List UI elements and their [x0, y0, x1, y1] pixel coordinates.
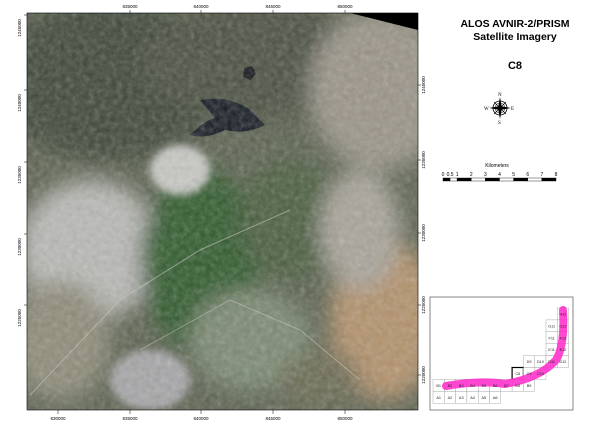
- scale-segment: [456, 177, 472, 182]
- scale-segment: [527, 177, 543, 182]
- right-tick-label: 1240000: [421, 76, 426, 94]
- index-cell-label: D12: [559, 360, 566, 364]
- index-cell-label: A5: [482, 396, 487, 400]
- bottom-tick-label: 845000: [265, 416, 281, 421]
- scale-segment: [499, 177, 514, 182]
- index-cell-label: C10: [537, 372, 544, 376]
- scale-segment: [541, 177, 557, 182]
- scale-segment: [485, 177, 500, 182]
- left-tick-label: 1245000: [17, 19, 22, 37]
- right-tick-label: 1220000: [421, 366, 426, 384]
- bottom-tick-label: 830000: [50, 416, 66, 421]
- index-cell-label: A4: [470, 396, 475, 400]
- index-cell-label: F12: [560, 336, 567, 340]
- index-cell-label: F11: [549, 336, 555, 340]
- index-cell-label: G11: [548, 324, 555, 328]
- index-cell-A6: [489, 391, 502, 404]
- index-cell-label: B8: [515, 384, 520, 388]
- bottom-tick-label: 850000: [337, 416, 353, 421]
- index-cell-label: A2: [448, 396, 453, 400]
- index-cell-label: B6: [493, 384, 498, 388]
- bottom-tick-label: 840000: [193, 416, 209, 421]
- index-cell-label: A3: [459, 396, 464, 400]
- index-cell-label: C8: [515, 372, 520, 376]
- map-title: ALOS AVNIR-2/PRISM: [460, 18, 570, 30]
- left-tick-label: 1240000: [17, 94, 22, 112]
- scale-label: 4: [498, 172, 501, 178]
- index-cell-label: B4: [470, 384, 475, 388]
- index-cell-label: D11: [548, 360, 555, 364]
- scale-label: 1: [456, 172, 459, 178]
- scale-segment: [513, 177, 528, 182]
- bottom-tick-label: 835000: [122, 416, 138, 421]
- scale-label: 0: [442, 172, 445, 178]
- index-cell-label: E11: [548, 348, 554, 352]
- index-cell-label: C9: [527, 372, 532, 376]
- compass-e: E: [511, 107, 514, 112]
- index-cell-label: B5: [482, 384, 487, 388]
- right-tick-label: 1230000: [421, 224, 426, 242]
- scale-label: 2: [470, 172, 473, 178]
- index-cell-label: D10: [537, 360, 544, 364]
- right-tick-label: 1235000: [421, 151, 426, 169]
- top-tick-label: 840000: [193, 4, 209, 9]
- scale-segment: [471, 177, 486, 182]
- index-cell-label: B3: [459, 384, 464, 388]
- scale-segment: [449, 177, 458, 182]
- index-cell-label: B1: [436, 384, 441, 388]
- top-tick-label: 835000: [122, 4, 138, 9]
- top-tick-label: 845000: [265, 4, 281, 9]
- scale-segment: [442, 177, 451, 182]
- scale-label: 5: [512, 172, 515, 178]
- index-cell-label: B2: [448, 384, 453, 388]
- index-cell-label: H12: [559, 312, 566, 316]
- index-cell-label: G12: [559, 324, 566, 328]
- index-cell-label: B9: [527, 384, 532, 388]
- top-tick-label: 850000: [337, 4, 353, 9]
- satellite-swath: [442, 306, 568, 390]
- index-cell-label: D9: [527, 360, 532, 364]
- imagery: [27, 13, 418, 410]
- index-map: H12 G11 G12 F11 F12 E11 E12 D9 D10 D11 D12 C8 C9 C10 B…: [429, 296, 574, 411]
- coordinate-ticks: 835000 840000 845000 850000 830000 835000 8400…: [17, 4, 426, 421]
- map-subtitle: Satellite Imagery: [473, 31, 557, 43]
- scale-unit: Kilometers: [485, 163, 509, 169]
- left-tick-label: 1225000: [17, 309, 22, 327]
- compass-rose-icon: N S E W: [484, 93, 514, 126]
- index-cell-label: B7: [504, 384, 509, 388]
- scale-bar: Kilometers 0 0.5 1 2 3 4 5 6 7 8: [442, 163, 558, 182]
- compass-w: W: [484, 107, 489, 112]
- scale-label: 8: [555, 172, 558, 178]
- right-tick-label: 1225000: [421, 296, 426, 314]
- sheet-id: C8: [507, 60, 523, 72]
- left-tick-label: 1235000: [17, 166, 22, 184]
- scale-label: 3: [484, 172, 487, 178]
- index-cell-label: E12: [560, 348, 567, 352]
- left-tick-label: 1230000: [17, 238, 22, 256]
- compass-s: S: [498, 121, 501, 126]
- index-cell-label: A6: [493, 396, 498, 400]
- index-cell-label: A1: [436, 396, 441, 400]
- compass-n: N: [498, 93, 502, 98]
- scale-label: 7: [540, 172, 543, 178]
- scale-label: 0.5: [447, 172, 454, 178]
- scale-label: 6: [526, 172, 529, 178]
